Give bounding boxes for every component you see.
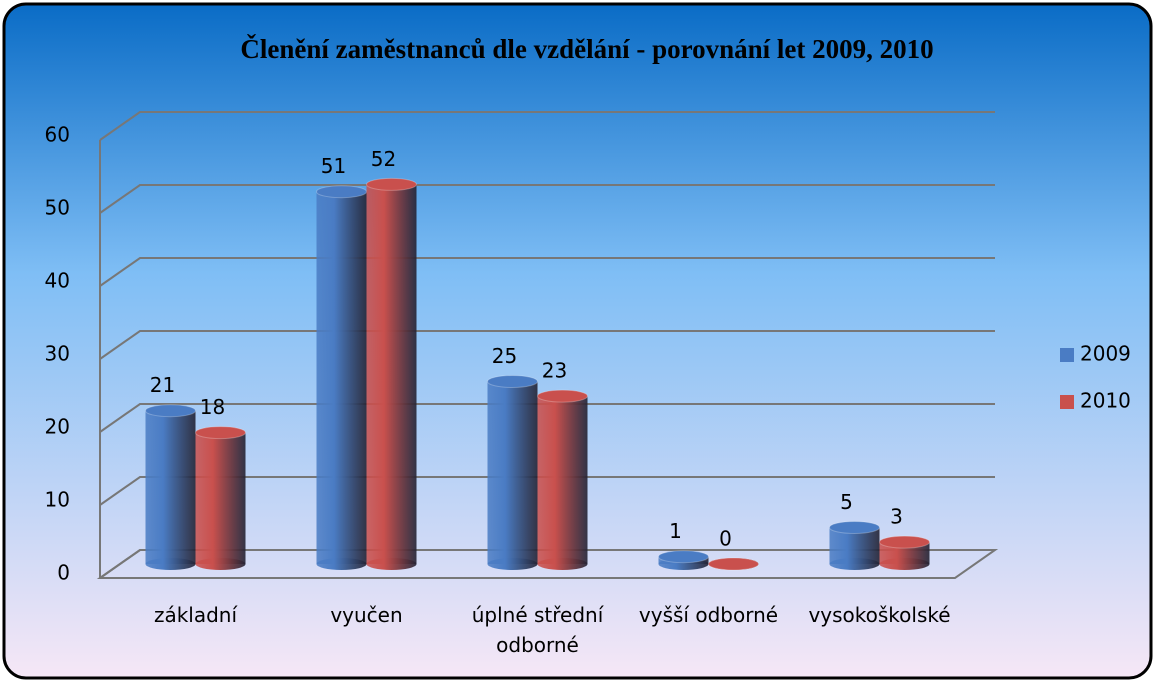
data-label: 3	[890, 505, 903, 529]
bar	[708, 557, 759, 571]
bar-body	[366, 184, 417, 564]
y-tick-label: 30	[45, 342, 70, 366]
x-tick-label: vyučen	[330, 603, 403, 627]
grid-line	[99, 330, 995, 360]
bar-body	[316, 191, 367, 564]
legend-label: 2009	[1080, 342, 1131, 366]
grid-line	[99, 549, 995, 579]
bar	[195, 426, 246, 570]
data-label: 23	[542, 359, 567, 383]
bar	[658, 550, 709, 570]
bar	[366, 177, 417, 570]
bar	[537, 389, 588, 570]
grid-line	[99, 111, 995, 141]
bar-top	[537, 389, 588, 403]
data-label: 1	[669, 519, 682, 543]
bar-body	[145, 410, 196, 564]
y-tick-label: 40	[45, 269, 70, 293]
grid-line	[99, 476, 995, 506]
x-tick-label: základní	[153, 603, 238, 627]
y-tick-label: 20	[45, 415, 70, 439]
data-label: 21	[150, 373, 175, 397]
x-tick-label: vyšší odborné	[638, 603, 779, 627]
legend-swatch	[1060, 395, 1074, 409]
data-label: 52	[371, 147, 396, 171]
x-tick-label: vysokoškolské	[808, 603, 951, 627]
grid-line	[99, 184, 995, 214]
bar	[879, 535, 930, 570]
bar	[487, 375, 538, 570]
bar-top	[366, 177, 417, 191]
bar-top	[879, 535, 930, 549]
grid-line	[99, 403, 995, 433]
bar-body	[879, 542, 930, 564]
bar-top	[829, 521, 880, 534]
y-tick-label: 50	[45, 196, 70, 220]
x-tick-label: úplné střední odborné	[471, 603, 604, 657]
y-tick-label: 10	[45, 488, 70, 512]
bar-top	[487, 375, 538, 388]
bar-top	[316, 185, 367, 199]
bar-body	[537, 396, 588, 564]
bar-body	[195, 432, 246, 564]
legend-label: 2010	[1080, 389, 1131, 413]
bar-body	[487, 381, 538, 564]
bar	[316, 185, 367, 570]
data-label: 5	[840, 490, 853, 514]
chart-title: Členění zaměstnanců dle vzdělání - porov…	[240, 34, 933, 64]
y-tick-label: 0	[57, 561, 70, 585]
y-tick-label: 60	[45, 123, 70, 147]
data-label: 25	[492, 344, 517, 368]
data-label: 18	[200, 395, 225, 419]
data-label: 0	[719, 527, 732, 551]
bar	[829, 521, 880, 570]
bar-top	[145, 404, 196, 418]
bar-body	[829, 527, 880, 564]
legend-swatch	[1060, 348, 1074, 362]
bar-top	[658, 550, 709, 564]
bar-top	[708, 557, 759, 571]
bar-top	[195, 426, 246, 440]
bar	[145, 404, 196, 570]
grid-line	[99, 257, 995, 287]
data-label: 51	[321, 154, 346, 178]
